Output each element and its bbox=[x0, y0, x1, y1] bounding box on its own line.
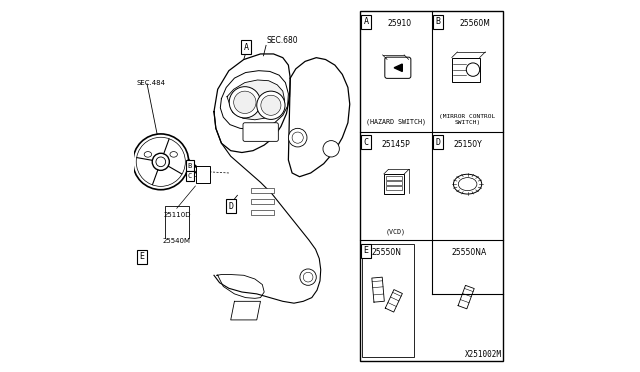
Polygon shape bbox=[227, 80, 285, 120]
Text: 25150Y: 25150Y bbox=[453, 140, 482, 149]
Circle shape bbox=[229, 87, 260, 118]
Circle shape bbox=[323, 141, 339, 157]
Bar bbox=[251, 210, 273, 215]
Text: E: E bbox=[140, 252, 145, 261]
Text: 25560M: 25560M bbox=[460, 19, 490, 28]
Ellipse shape bbox=[458, 178, 477, 191]
Circle shape bbox=[136, 137, 186, 186]
Text: 25110D: 25110D bbox=[163, 212, 191, 218]
Text: B: B bbox=[188, 163, 192, 169]
Ellipse shape bbox=[454, 174, 482, 194]
Text: 25145P: 25145P bbox=[381, 140, 410, 149]
Ellipse shape bbox=[170, 152, 177, 157]
Text: (VCD): (VCD) bbox=[386, 228, 406, 235]
Circle shape bbox=[152, 153, 170, 170]
Polygon shape bbox=[394, 64, 403, 71]
Circle shape bbox=[133, 134, 189, 190]
Bar bbox=[196, 166, 209, 183]
Bar bbox=[452, 58, 480, 82]
Text: 25910: 25910 bbox=[388, 19, 412, 28]
Circle shape bbox=[467, 63, 480, 76]
Text: SEC.680: SEC.680 bbox=[266, 36, 298, 45]
Circle shape bbox=[261, 95, 281, 115]
Bar bbox=[386, 186, 403, 190]
Bar bbox=[362, 244, 413, 357]
Text: D: D bbox=[229, 202, 234, 211]
Bar bbox=[386, 176, 403, 180]
Circle shape bbox=[300, 269, 316, 285]
Text: A: A bbox=[364, 17, 369, 26]
Bar bbox=[384, 174, 404, 195]
Text: A: A bbox=[244, 43, 249, 52]
Text: 25540M: 25540M bbox=[163, 238, 191, 244]
Bar bbox=[251, 199, 273, 204]
Text: C: C bbox=[364, 138, 369, 147]
Bar bbox=[386, 181, 403, 185]
Text: (MIRROR CONTROL
SWITCH): (MIRROR CONTROL SWITCH) bbox=[440, 114, 496, 125]
Text: (HAZARD SWITCH): (HAZARD SWITCH) bbox=[366, 119, 426, 125]
FancyBboxPatch shape bbox=[243, 123, 278, 141]
Circle shape bbox=[234, 91, 256, 113]
Bar bbox=[251, 188, 273, 193]
Text: D: D bbox=[435, 138, 440, 147]
Text: 25550NA: 25550NA bbox=[451, 248, 486, 257]
Text: C: C bbox=[188, 173, 192, 179]
Text: X251002M: X251002M bbox=[465, 350, 502, 359]
Circle shape bbox=[292, 132, 303, 143]
Circle shape bbox=[257, 91, 285, 119]
FancyBboxPatch shape bbox=[385, 57, 411, 78]
Text: E: E bbox=[364, 246, 369, 255]
Ellipse shape bbox=[144, 152, 152, 157]
Text: SEC.484: SEC.484 bbox=[137, 80, 166, 86]
Text: B: B bbox=[435, 17, 440, 26]
Bar bbox=[360, 11, 504, 361]
Circle shape bbox=[156, 157, 166, 167]
Text: 25550N: 25550N bbox=[372, 248, 402, 257]
Circle shape bbox=[303, 272, 313, 282]
Bar bbox=[134, 0, 358, 372]
Circle shape bbox=[289, 128, 307, 147]
